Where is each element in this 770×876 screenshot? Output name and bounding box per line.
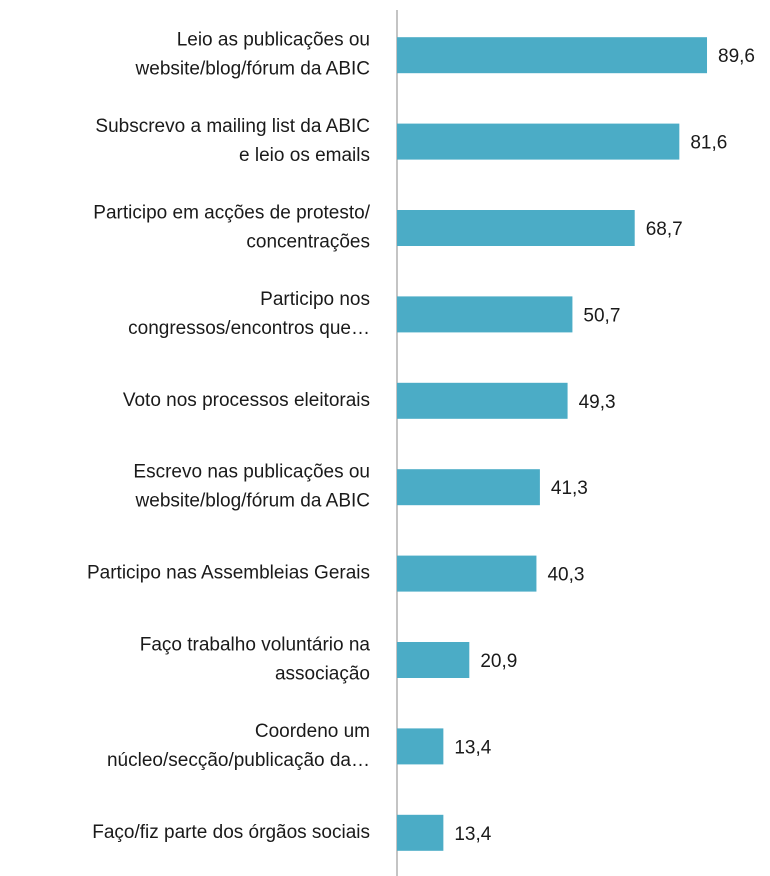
category-label: Leio as publicações ou website/blog/fórum… [135, 30, 370, 80]
bar [397, 382, 568, 419]
bar [397, 37, 708, 74]
value-label: 68,7 [646, 219, 683, 240]
category-label: Faço/fiz parte dos órgãos sociais [92, 822, 370, 843]
value-label: 40,3 [547, 565, 584, 586]
bar [397, 814, 444, 851]
bar [397, 642, 470, 678]
value-label: 49,3 [579, 392, 616, 413]
bar [397, 728, 444, 765]
category-label: Subscrevo a mailing list da ABIC e leio o… [95, 116, 370, 166]
category-label: Voto nos processos eleitorais [123, 390, 370, 411]
value-label: 20,9 [480, 651, 517, 672]
bar [397, 555, 537, 592]
category-label: Escrevo nas publicações ou website/blog/f… [133, 462, 370, 512]
value-label: 81,6 [690, 133, 727, 154]
value-label: 13,4 [454, 737, 491, 758]
value-label: 89,6 [718, 46, 755, 67]
category-label: Participo em acções de protesto/concentr… [93, 203, 370, 253]
bar [397, 123, 680, 160]
bar [397, 469, 540, 506]
category-label: Coordeno um núcleo/secção/publicação da… [107, 721, 370, 771]
bar [397, 296, 573, 333]
category-label: Faço trabalho voluntário na associação [140, 635, 371, 685]
value-label: 13,4 [454, 824, 491, 845]
value-label: 41,3 [551, 478, 588, 499]
category-label: Participo nos congressos/encontros que… [128, 289, 370, 339]
bar [397, 210, 635, 246]
value-label: 50,7 [583, 305, 620, 326]
category-label: Participo nas Assembleias Gerais [87, 563, 370, 584]
